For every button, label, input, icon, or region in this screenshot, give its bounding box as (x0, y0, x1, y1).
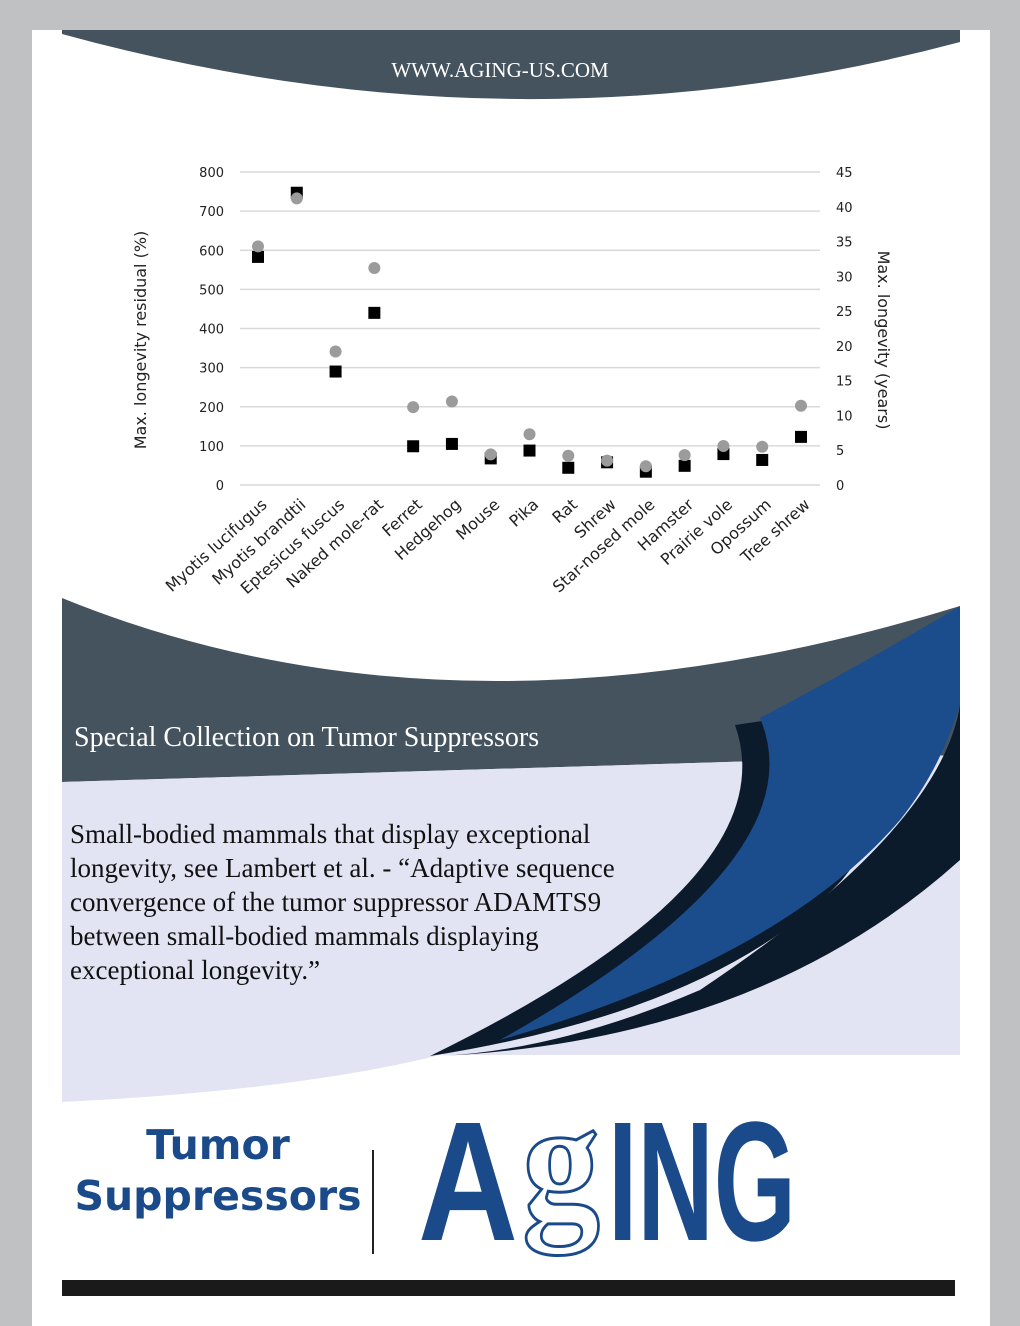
circle-point (484, 448, 497, 461)
right-tick-label: 45 (836, 166, 853, 181)
collection-band (62, 598, 960, 782)
bottom-panel (62, 1055, 960, 1280)
divider (372, 1150, 374, 1254)
right-tick-label: 30 (836, 270, 853, 285)
circle-point (562, 449, 575, 462)
right-tick-label: 5 (836, 444, 844, 459)
square-point (562, 461, 575, 474)
square-point (756, 453, 769, 466)
circle-point (756, 440, 769, 453)
right-tick-label: 40 (836, 201, 853, 216)
navy-swoosh-lower (440, 705, 960, 1056)
top-banner (62, 30, 960, 100)
logo-letter-g: g (522, 1090, 600, 1255)
right-axis-title: Max. longevity (years) (874, 251, 893, 430)
circle-point (795, 399, 807, 412)
category-label: Mouse (452, 495, 503, 544)
right-tick-label: 0 (836, 479, 844, 494)
left-tick-label: 700 (199, 205, 224, 220)
cover-description: Small-bodied mammals that display except… (70, 819, 615, 985)
square-point (329, 365, 342, 378)
topic-line-2: Suppressors (74, 1172, 362, 1220)
square-point (252, 250, 264, 263)
website-url[interactable]: WWW.AGING-US.COM (391, 58, 609, 82)
circle-point (678, 449, 691, 462)
circle-point (601, 454, 614, 467)
circle-point (290, 192, 303, 205)
circle-point (329, 345, 342, 358)
left-axis-title: Max. longevity residual (%) (131, 231, 150, 450)
circle-point (407, 401, 420, 414)
circle-point (717, 440, 730, 453)
right-tick-label: 25 (836, 305, 853, 320)
collection-title: Special Collection on Tumor Suppressors (74, 722, 540, 753)
left-tick-label: 600 (199, 244, 224, 259)
square-point (523, 444, 536, 457)
right-tick-label: 20 (836, 340, 853, 355)
square-point (795, 430, 807, 443)
square-point (445, 437, 458, 450)
aging-logo: A g ING (418, 1090, 796, 1270)
square-point (678, 459, 691, 472)
logo-letter-a: A (418, 1090, 518, 1270)
circle-point (523, 428, 536, 441)
circle-point (368, 261, 381, 274)
right-tick-label: 15 (836, 375, 853, 390)
left-tick-label: 800 (199, 166, 224, 181)
circle-point (252, 240, 264, 253)
topic-line-1: Tumor (146, 1121, 290, 1169)
right-tick-label: 10 (836, 409, 853, 424)
left-tick-label: 0 (216, 479, 224, 494)
circle-point (445, 395, 458, 408)
square-point (407, 440, 420, 453)
longevity-chart: 0 100 200 300 400 500 600 700 800 0 5 10 15 20 25 30 35 4… (131, 166, 893, 598)
left-tick-label: 100 (199, 440, 224, 455)
bottom-bar (62, 1280, 955, 1296)
left-tick-label: 200 (199, 401, 224, 416)
category-label: Pika (505, 495, 542, 531)
topic-title: Tumor Suppressors (62, 1120, 374, 1222)
left-tick-label: 400 (199, 323, 224, 338)
left-tick-label: 500 (199, 283, 224, 298)
left-tick-label: 300 (199, 362, 224, 377)
right-tick-label: 35 (836, 236, 853, 251)
logo-letters-ing: ING (608, 1090, 796, 1270)
blue-swoosh (500, 606, 960, 1040)
circle-point (639, 460, 652, 473)
square-point (368, 306, 381, 319)
